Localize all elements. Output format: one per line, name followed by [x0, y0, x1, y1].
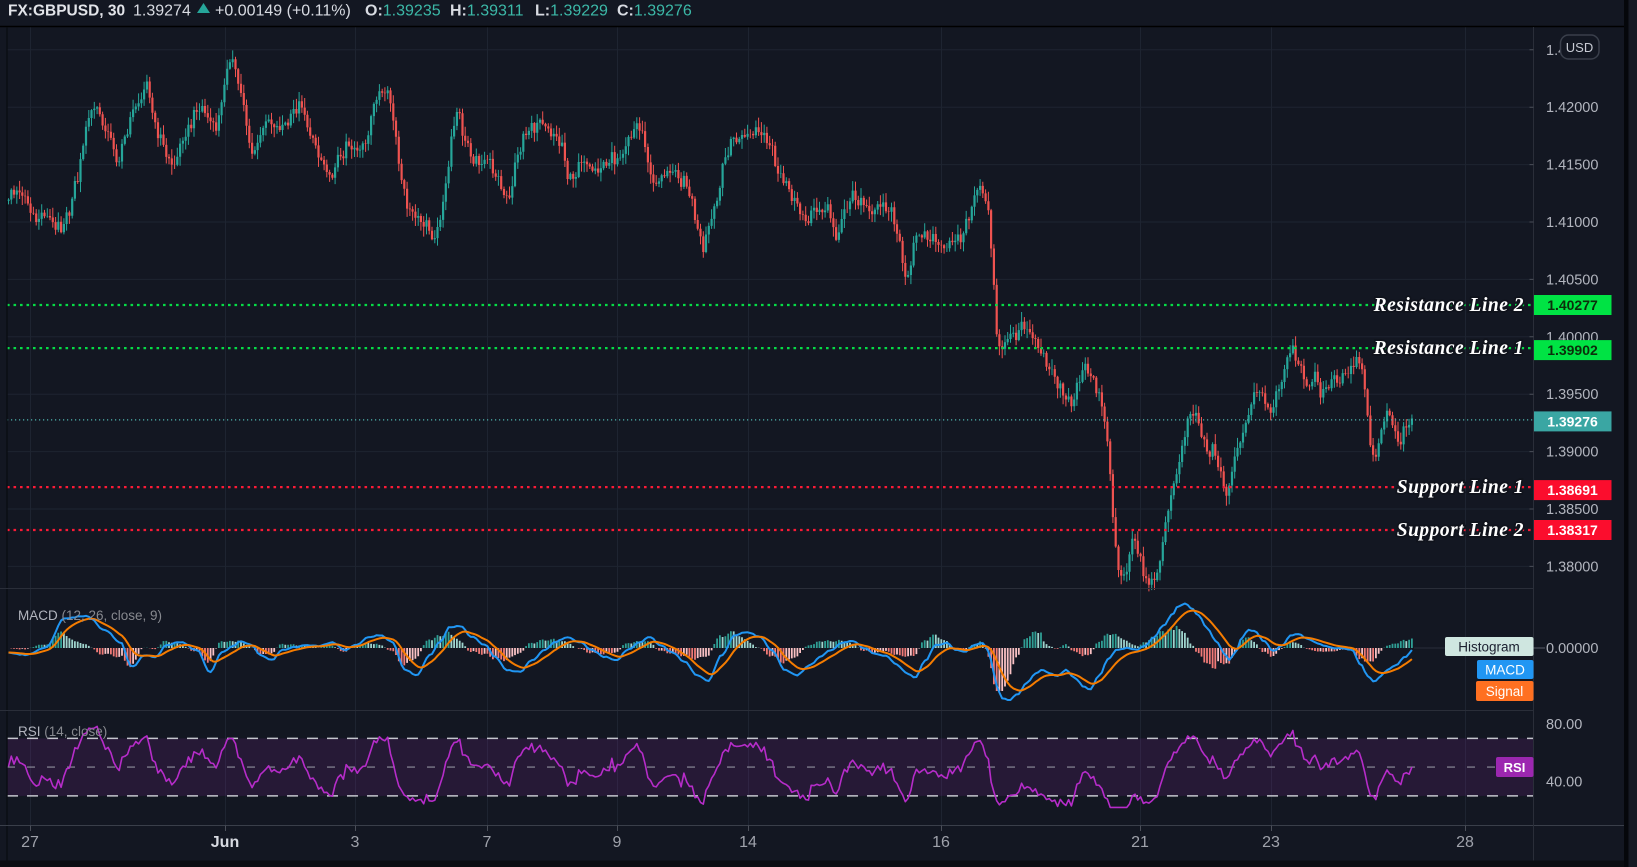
svg-text:RSI: RSI — [1504, 760, 1526, 775]
svg-text:7: 7 — [483, 834, 492, 851]
svg-text:H:1.39311: H:1.39311 — [450, 3, 524, 20]
svg-text:1.42000: 1.42000 — [1546, 100, 1598, 116]
svg-text:0.00000: 0.00000 — [1546, 641, 1598, 657]
svg-text:Resistance Line 1: Resistance Line 1 — [1373, 338, 1524, 359]
svg-text:23: 23 — [1262, 834, 1280, 851]
svg-text:RSI (14, close): RSI (14, close) — [18, 724, 107, 739]
svg-text:+0.00149 (+0.11%): +0.00149 (+0.11%) — [215, 3, 351, 20]
svg-text:3: 3 — [351, 834, 360, 851]
svg-text:9: 9 — [613, 834, 622, 851]
svg-text:21: 21 — [1131, 834, 1149, 851]
svg-text:MACD (12, 26, close, 9): MACD (12, 26, close, 9) — [18, 608, 162, 623]
svg-text:USD: USD — [1566, 40, 1593, 55]
svg-text:1.39274: 1.39274 — [133, 3, 191, 20]
svg-text:1.38500: 1.38500 — [1546, 502, 1598, 518]
svg-text:1.40277: 1.40277 — [1547, 297, 1598, 313]
svg-text:Support Line 1: Support Line 1 — [1397, 477, 1524, 498]
svg-text:1.41000: 1.41000 — [1546, 215, 1598, 231]
svg-text:1.39500: 1.39500 — [1546, 387, 1598, 403]
svg-text:27: 27 — [21, 834, 39, 851]
svg-text:Histogram: Histogram — [1458, 640, 1520, 655]
svg-text:C:1.39276: C:1.39276 — [617, 3, 692, 20]
svg-text:FX:GBPUSD, 30: FX:GBPUSD, 30 — [8, 3, 125, 20]
svg-text:Resistance Line 2: Resistance Line 2 — [1373, 295, 1524, 316]
svg-text:O:1.39235: O:1.39235 — [365, 3, 441, 20]
svg-text:14: 14 — [739, 834, 757, 851]
svg-text:1.39902: 1.39902 — [1547, 342, 1598, 358]
svg-text:1.39000: 1.39000 — [1546, 445, 1598, 461]
svg-text:Support Line 2: Support Line 2 — [1397, 520, 1524, 541]
svg-text:1.41500: 1.41500 — [1546, 158, 1598, 174]
svg-text:Jun: Jun — [211, 834, 239, 851]
svg-text:MACD: MACD — [1485, 663, 1525, 678]
svg-text:L:1.39229: L:1.39229 — [535, 3, 608, 20]
svg-text:1.38691: 1.38691 — [1547, 482, 1598, 498]
svg-text:1.40500: 1.40500 — [1546, 272, 1598, 288]
svg-text:16: 16 — [932, 834, 950, 851]
svg-text:1.38317: 1.38317 — [1547, 522, 1598, 538]
svg-text:Signal: Signal — [1486, 684, 1524, 699]
svg-text:28: 28 — [1456, 834, 1474, 851]
svg-text:80.00: 80.00 — [1546, 717, 1582, 733]
svg-text:1.38000: 1.38000 — [1546, 559, 1598, 575]
svg-text:1.39276: 1.39276 — [1547, 413, 1598, 429]
svg-text:40.00: 40.00 — [1546, 775, 1582, 791]
